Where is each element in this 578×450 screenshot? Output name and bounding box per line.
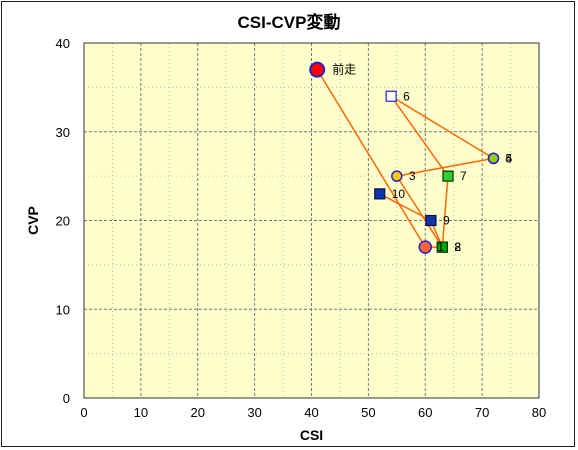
point-label-9: 9 (443, 214, 450, 228)
x-tick-label: 50 (361, 405, 375, 420)
x-tick-label: 10 (134, 405, 148, 420)
point-label-6: 6 (403, 89, 410, 103)
data-markers (309, 61, 500, 254)
y-tick-label: 0 (63, 391, 70, 406)
data-point-9 (425, 214, 437, 227)
y-tick-label: 30 (56, 125, 70, 140)
axis-ticks: 0 10 20 30 40 50 60 70 80 0 10 20 30 40 (56, 36, 547, 420)
point-label-10: 10 (392, 187, 406, 201)
data-point-7 (442, 170, 454, 182)
data-point-8 (436, 241, 448, 253)
data-point-5 (487, 152, 500, 165)
x-tick-label: 60 (418, 405, 432, 420)
point-label-5: 5 (506, 151, 513, 165)
point-label-2: 2 (454, 240, 461, 254)
connection-line (390, 95, 494, 160)
connection-line (379, 193, 432, 222)
connection-line (316, 69, 426, 248)
connection-line (441, 176, 449, 248)
y-tick-label: 40 (56, 36, 70, 51)
point-label-8: 8 (454, 240, 461, 254)
x-tick-label: 80 (532, 405, 546, 420)
data-point-6 (385, 90, 397, 102)
point-label-前走: 前走 (332, 62, 356, 77)
x-tick-label: 30 (247, 405, 261, 420)
connection-line (396, 175, 443, 248)
y-tick-label: 10 (56, 302, 70, 317)
x-tick-label: 40 (304, 405, 318, 420)
x-tick-label: 70 (475, 405, 489, 420)
data-point-前走 (309, 61, 326, 78)
data-point-1 (418, 240, 432, 254)
point-label-7: 7 (460, 169, 467, 183)
data-point-10 (374, 188, 386, 200)
x-tick-label: 20 (191, 405, 205, 420)
data-point-3 (391, 170, 403, 182)
point-label-1: 1 (437, 240, 444, 254)
plot-border (83, 42, 540, 399)
y-axis-label: CVP (25, 206, 41, 235)
y-tick-label: 20 (56, 214, 70, 229)
point-label-4: 4 (506, 151, 513, 165)
connection-line (396, 157, 494, 177)
connection-lines (316, 69, 494, 248)
chart-title: CSI-CVP変動 (237, 13, 341, 32)
point-label-3: 3 (409, 169, 416, 183)
connection-line (390, 95, 449, 177)
x-tick-label: 0 (80, 405, 87, 420)
x-axis-label: CSI (300, 427, 323, 443)
